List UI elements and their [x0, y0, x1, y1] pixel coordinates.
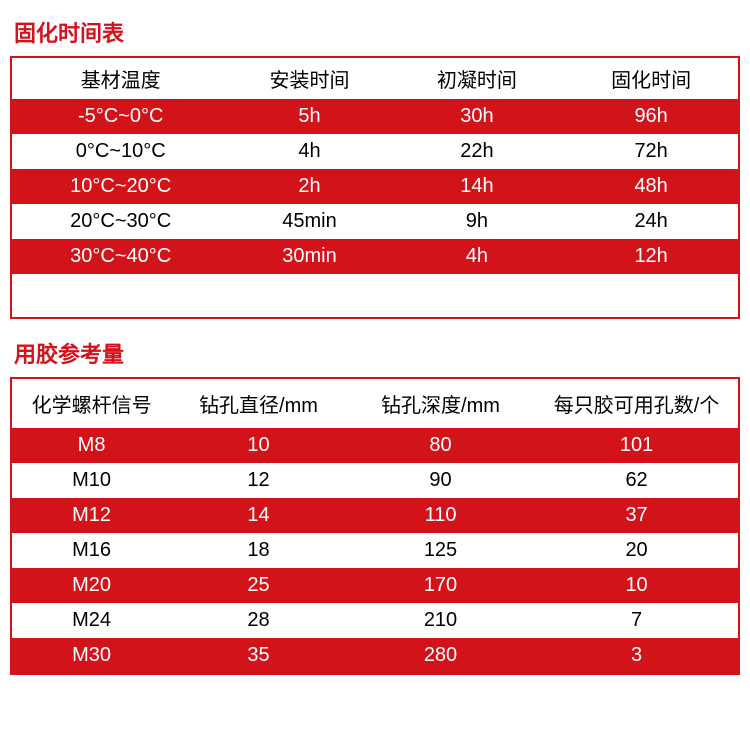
cell: 125 — [346, 533, 535, 568]
cell: 20 — [535, 533, 739, 568]
table-row: M8 10 80 101 — [11, 428, 739, 463]
col-header: 钻孔直径/mm — [171, 378, 346, 428]
col-header: 固化时间 — [564, 57, 739, 99]
cell: 170 — [346, 568, 535, 603]
curing-table-title: 固化时间表 — [14, 16, 740, 48]
table-row: M20 25 170 10 — [11, 568, 739, 603]
cell: 10°C~20°C — [11, 169, 229, 204]
cell: 30min — [229, 239, 389, 274]
table-row: 0°C~10°C 4h 22h 72h — [11, 134, 739, 169]
cell: 28 — [171, 603, 346, 638]
glue-table-title: 用胶参考量 — [14, 337, 740, 369]
cell: 4h — [390, 239, 565, 274]
table-row: 10°C~20°C 2h 14h 48h — [11, 169, 739, 204]
cell: -5°C~0°C — [11, 99, 229, 134]
cell: 90 — [346, 463, 535, 498]
cell: 5h — [229, 99, 389, 134]
glue-reference-table: 化学螺杆信号 钻孔直径/mm 钻孔深度/mm 每只胶可用孔数/个 M8 10 8… — [10, 377, 740, 675]
cell: 18 — [171, 533, 346, 568]
table-spacer-row — [11, 274, 739, 318]
cell: 7 — [535, 603, 739, 638]
cell: 4h — [229, 134, 389, 169]
cell: 14 — [171, 498, 346, 533]
cell: 35 — [171, 638, 346, 674]
cell: M12 — [11, 498, 171, 533]
cell: M30 — [11, 638, 171, 674]
cell: 72h — [564, 134, 739, 169]
col-header: 化学螺杆信号 — [11, 378, 171, 428]
cell: 96h — [564, 99, 739, 134]
cell: 12 — [171, 463, 346, 498]
cell: M24 — [11, 603, 171, 638]
table-row: 30°C~40°C 30min 4h 12h — [11, 239, 739, 274]
cell: 80 — [346, 428, 535, 463]
col-header: 每只胶可用孔数/个 — [535, 378, 739, 428]
table-header-row: 基材温度 安装时间 初凝时间 固化时间 — [11, 57, 739, 99]
table-row: M16 18 125 20 — [11, 533, 739, 568]
cell: 14h — [390, 169, 565, 204]
cell: 10 — [171, 428, 346, 463]
col-header: 初凝时间 — [390, 57, 565, 99]
table-row: -5°C~0°C 5h 30h 96h — [11, 99, 739, 134]
cell: 24h — [564, 204, 739, 239]
table-row: M10 12 90 62 — [11, 463, 739, 498]
cell: 10 — [535, 568, 739, 603]
cell: M16 — [11, 533, 171, 568]
table-header-row: 化学螺杆信号 钻孔直径/mm 钻孔深度/mm 每只胶可用孔数/个 — [11, 378, 739, 428]
cell: 9h — [390, 204, 565, 239]
cell: 30°C~40°C — [11, 239, 229, 274]
cell: 110 — [346, 498, 535, 533]
cell: 30h — [390, 99, 565, 134]
col-header: 安装时间 — [229, 57, 389, 99]
cell: M20 — [11, 568, 171, 603]
table-row: M12 14 110 37 — [11, 498, 739, 533]
col-header: 钻孔深度/mm — [346, 378, 535, 428]
curing-time-table: 基材温度 安装时间 初凝时间 固化时间 -5°C~0°C 5h 30h 96h … — [10, 56, 740, 319]
cell: 3 — [535, 638, 739, 674]
col-header: 基材温度 — [11, 57, 229, 99]
cell: 62 — [535, 463, 739, 498]
table-row: 20°C~30°C 45min 9h 24h — [11, 204, 739, 239]
cell: 20°C~30°C — [11, 204, 229, 239]
cell: 12h — [564, 239, 739, 274]
table-row: M30 35 280 3 — [11, 638, 739, 674]
cell: 101 — [535, 428, 739, 463]
cell: 25 — [171, 568, 346, 603]
cell: 210 — [346, 603, 535, 638]
cell: 48h — [564, 169, 739, 204]
cell: M10 — [11, 463, 171, 498]
cell: 22h — [390, 134, 565, 169]
cell: M8 — [11, 428, 171, 463]
cell: 280 — [346, 638, 535, 674]
cell: 2h — [229, 169, 389, 204]
cell: 0°C~10°C — [11, 134, 229, 169]
cell: 45min — [229, 204, 389, 239]
cell: 37 — [535, 498, 739, 533]
table-row: M24 28 210 7 — [11, 603, 739, 638]
